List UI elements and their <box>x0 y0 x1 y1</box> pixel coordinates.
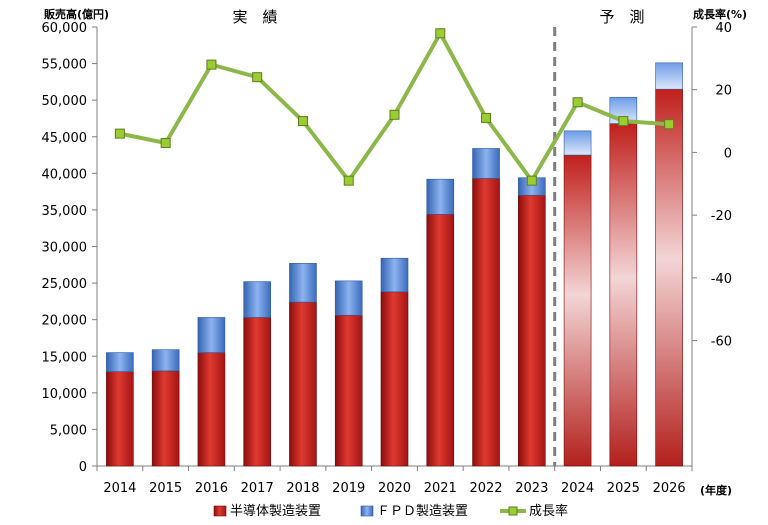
bar-semiconductor <box>655 88 683 467</box>
y-tick-label: 0 <box>79 460 87 475</box>
bar-semiconductor <box>563 154 592 467</box>
growth-point <box>297 116 308 127</box>
growth-point <box>389 109 400 120</box>
y2-tick-label: -60 <box>711 335 732 350</box>
bar-semiconductor <box>380 291 409 467</box>
axes: 0 5,000 10,000 15,000 20,000 25,000 30,000 35,0… <box>42 21 733 475</box>
y-tick-label: 50,000 <box>42 94 88 109</box>
forecast-label: 予 測 <box>599 8 644 26</box>
legend-marker-growth <box>508 506 518 516</box>
x-tick-label: 2018 <box>286 481 319 496</box>
bar-fpd <box>472 148 500 179</box>
bar-semiconductor <box>426 214 455 467</box>
y-tick-label: 15,000 <box>42 350 88 365</box>
bar-fpd <box>106 352 134 372</box>
y-tick-label: 25,000 <box>42 277 88 292</box>
x-tick-label: 2019 <box>332 481 365 496</box>
bar-fpd <box>426 178 455 215</box>
x-tick-label: 2016 <box>195 481 228 496</box>
growth-point <box>618 116 629 127</box>
y-tick-label: 60,000 <box>42 21 88 36</box>
y-tick-label: 5,000 <box>50 423 87 438</box>
x-tick-label: 2015 <box>149 481 182 496</box>
bar-fpd <box>563 130 592 156</box>
growth-point <box>664 119 675 130</box>
bar-fpd <box>151 349 180 372</box>
bar-semiconductor <box>609 123 638 467</box>
bar-fpd <box>197 317 226 353</box>
x-tick-label: 2017 <box>241 481 274 496</box>
bar-fpd <box>380 257 409 293</box>
x-tick-label: 2025 <box>607 481 640 496</box>
y-tick-label: 20,000 <box>42 314 88 329</box>
growth-point <box>435 28 446 39</box>
bar-fpd <box>243 281 271 318</box>
y2-tick-label: 20 <box>715 84 732 99</box>
legend: 半導体製造装置 ＦＰＤ製造装置 成長率 <box>213 503 568 519</box>
bar-semiconductor <box>472 178 500 467</box>
y-tick-label: 40,000 <box>42 167 88 182</box>
growth-point <box>343 175 354 186</box>
x-tick-label: 2021 <box>424 481 457 496</box>
y2-tick-label: -40 <box>711 272 732 287</box>
actual-label: 実 績 <box>232 8 277 26</box>
x-tick-label: 2014 <box>103 481 136 496</box>
bar-semiconductor <box>197 352 226 467</box>
y-tick-label: 45,000 <box>42 131 88 146</box>
x-unit-label: (年度) <box>700 483 732 497</box>
growth-point <box>206 59 217 70</box>
legend-swatch-fpd <box>360 505 374 517</box>
x-tick-label: 2026 <box>653 481 686 496</box>
growth-point <box>252 72 263 83</box>
y2-tick-label: 0 <box>724 146 732 161</box>
bars <box>106 62 683 467</box>
bar-semiconductor <box>243 317 271 467</box>
bar-semiconductor <box>151 370 180 467</box>
growth-point <box>481 112 492 123</box>
y2-axis-title: 成長率(%) <box>693 7 747 21</box>
y-axis-title: 販売高(億円) <box>44 7 109 21</box>
y-tick-label: 30,000 <box>42 241 88 256</box>
bar-semiconductor <box>106 371 134 467</box>
bar-semiconductor <box>334 314 363 467</box>
y-tick-label: 55,000 <box>42 58 88 73</box>
y-tick-label: 35,000 <box>42 204 88 219</box>
y2-tick-label: 40 <box>715 21 732 36</box>
x-tick-label: 2022 <box>469 481 502 496</box>
x-tick-label: 2024 <box>561 481 594 496</box>
growth-point <box>160 138 171 149</box>
bar-semiconductor <box>289 301 317 467</box>
x-tick-label: 2023 <box>515 481 548 496</box>
growth-point <box>526 175 537 186</box>
x-tick-labels: 2014 2015 2016 2017 2018 2019 2020 2021 2022 2023… <box>103 481 685 496</box>
legend-label-semiconductor: 半導体製造装置 <box>230 504 321 519</box>
bar-fpd <box>655 62 683 90</box>
y2-tick-label: -20 <box>711 209 732 224</box>
bar-semiconductor <box>518 194 546 467</box>
growth-point <box>114 128 125 139</box>
x-tick-label: 2020 <box>378 481 411 496</box>
growth-point <box>572 97 583 108</box>
y-tick-label: 10,000 <box>42 387 88 402</box>
bar-fpd <box>334 280 363 316</box>
legend-label-growth: 成長率 <box>529 503 568 519</box>
legend-swatch-semiconductor <box>213 505 227 517</box>
legend-label-fpd: ＦＰＤ製造装置 <box>377 504 468 519</box>
growth-line <box>114 28 675 186</box>
bar-fpd <box>289 263 317 303</box>
